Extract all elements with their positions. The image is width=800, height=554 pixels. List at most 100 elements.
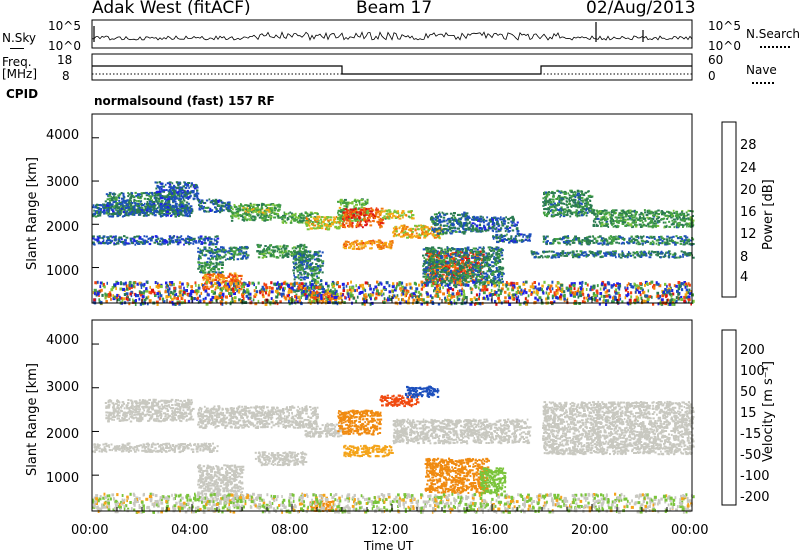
heatmap-cell <box>214 200 218 203</box>
heatmap-cell <box>233 250 237 253</box>
heatmap-cell <box>343 201 346 204</box>
heatmap-cell <box>168 209 171 212</box>
heatmap-cell <box>147 240 149 243</box>
heatmap-cell <box>516 233 519 235</box>
heatmap-cell <box>117 213 121 216</box>
heatmap-cell <box>183 239 186 242</box>
heatmap-cell <box>498 240 502 242</box>
heatmap-cell <box>547 207 551 210</box>
heatmap-cell <box>152 201 156 203</box>
heatmap-cell <box>291 217 294 219</box>
heatmap-cell <box>479 220 482 223</box>
heatmap-cell <box>457 227 460 230</box>
heatmap-cell <box>379 220 383 223</box>
heatmap-cell <box>210 201 213 204</box>
heatmap-cell <box>160 215 163 218</box>
heatmap-cell <box>184 192 187 195</box>
heatmap-cell <box>251 215 255 218</box>
heatmap-cell <box>542 197 545 200</box>
heatmap-cell <box>600 211 604 214</box>
heatmap-cell <box>568 196 572 199</box>
heatmap-cell <box>574 203 577 206</box>
heatmap-cell <box>568 194 571 197</box>
heatmap-cell <box>579 193 582 196</box>
heatmap-cell <box>580 253 583 256</box>
heatmap-cell <box>361 209 364 212</box>
heatmap-cell <box>547 203 550 206</box>
heatmap-cell <box>148 199 152 201</box>
heatmap-cell <box>260 212 264 215</box>
heatmap-cell <box>188 215 191 218</box>
heatmap-cell <box>457 218 460 221</box>
heatmap-cell <box>581 207 585 210</box>
heatmap-cell <box>647 252 650 255</box>
heatmap-cell <box>542 240 545 243</box>
heatmap-cell <box>542 250 544 253</box>
heatmap-cell <box>240 246 243 249</box>
heatmap-cell <box>356 223 359 226</box>
heatmap-cell <box>183 198 185 201</box>
heatmap-cell <box>609 220 612 223</box>
heatmap-cell <box>560 206 563 209</box>
heatmap-cell <box>198 256 201 259</box>
heatmap-cell <box>612 250 614 253</box>
heatmap-cell <box>358 201 361 204</box>
heatmap-cell <box>187 202 190 205</box>
heatmap-cell <box>501 238 504 241</box>
heatmap-cell <box>420 224 422 227</box>
heatmap-cell <box>475 225 479 228</box>
heatmap-cell <box>283 211 286 214</box>
heatmap-cell <box>349 220 352 223</box>
heatmap-cell <box>436 215 439 218</box>
heatmap-cell <box>146 206 149 209</box>
heatmap-cell <box>237 252 241 255</box>
heatmap-cell <box>174 209 178 212</box>
heatmap-cell <box>179 203 181 205</box>
heatmap-cell <box>373 220 375 223</box>
heatmap-cell <box>185 196 188 199</box>
heatmap-cell <box>273 249 276 252</box>
heatmap-cell <box>162 208 165 211</box>
heatmap-cell <box>190 209 193 212</box>
heatmap-cell <box>545 236 547 239</box>
heatmap-cell <box>221 248 224 251</box>
heatmap-cell <box>236 258 240 261</box>
heatmap-cell <box>398 217 402 220</box>
heatmap-cell <box>516 230 520 232</box>
heatmap-cell <box>256 250 260 252</box>
heatmap-cell <box>559 207 562 210</box>
heatmap-cell <box>449 232 453 235</box>
heatmap-cell <box>402 231 405 234</box>
heatmap-cell <box>435 229 437 232</box>
heatmap-cell <box>571 204 574 207</box>
heatmap-cell <box>612 225 615 228</box>
heatmap-cell <box>415 232 418 235</box>
heatmap-cell <box>174 213 176 216</box>
heatmap-cell <box>122 192 125 195</box>
heatmap-cell <box>514 235 517 238</box>
heatmap-cell <box>143 235 146 238</box>
heatmap-cell <box>307 222 310 225</box>
heatmap-cell <box>369 240 373 242</box>
heatmap-cell <box>252 207 255 210</box>
heatmap-cell <box>160 197 163 200</box>
heatmap-cell <box>151 203 154 206</box>
heatmap-cell <box>547 201 550 204</box>
heatmap-cell <box>142 239 145 242</box>
heatmap-cell <box>291 251 293 254</box>
heatmap-cell <box>509 216 512 219</box>
heatmap-cell <box>222 246 225 249</box>
heatmap-cell <box>430 232 432 235</box>
heatmap-cell <box>289 211 292 214</box>
heatmap-cell <box>670 216 673 219</box>
heatmap-cell <box>434 234 438 237</box>
heatmap-cell <box>223 255 226 258</box>
heatmap-cell <box>688 252 692 255</box>
heatmap-cell <box>187 196 190 199</box>
heatmap-cell <box>228 205 231 207</box>
heatmap-cell <box>228 273 231 276</box>
heatmap-cell <box>184 195 188 198</box>
heatmap-cell <box>584 191 588 194</box>
heatmap-cell <box>143 197 147 200</box>
heatmap-cell <box>238 250 240 253</box>
